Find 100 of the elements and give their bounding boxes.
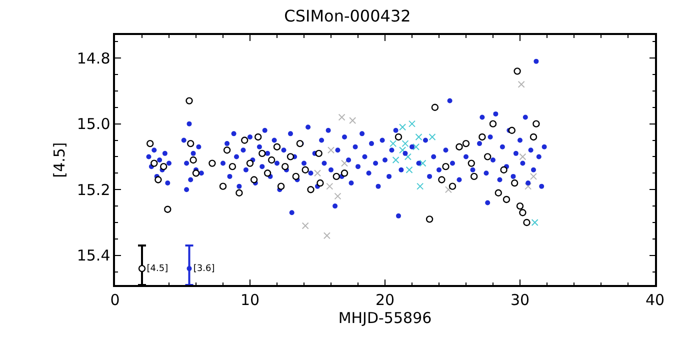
point — [394, 133, 402, 141]
point — [426, 216, 434, 223]
point — [408, 120, 416, 128]
point — [511, 179, 518, 187]
point — [415, 133, 422, 140]
chart-title: CSIMon-000432 — [284, 6, 411, 26]
point — [223, 146, 231, 154]
point — [478, 133, 486, 141]
point — [186, 266, 192, 272]
point — [416, 182, 424, 190]
point — [250, 176, 258, 184]
point — [292, 172, 300, 180]
point — [524, 182, 532, 190]
y-tick-label: 15.4 — [76, 246, 110, 265]
point — [160, 162, 168, 170]
point — [228, 162, 236, 170]
point — [334, 192, 342, 200]
point — [456, 143, 463, 150]
point — [208, 160, 216, 167]
point — [316, 179, 324, 187]
point — [286, 153, 294, 160]
point — [514, 68, 521, 75]
point — [307, 186, 314, 194]
point — [518, 80, 525, 88]
point — [532, 120, 540, 128]
point — [530, 133, 538, 141]
point — [519, 153, 526, 160]
y-tick-label: 14.8 — [76, 49, 110, 68]
point — [402, 140, 409, 148]
point — [484, 153, 492, 160]
point — [302, 166, 309, 174]
point — [236, 189, 243, 196]
point — [444, 186, 452, 194]
series-label: [4.5] — [146, 264, 168, 274]
point — [516, 202, 524, 210]
point — [219, 182, 227, 190]
point — [530, 172, 537, 180]
point — [494, 189, 502, 196]
point — [438, 176, 446, 184]
point — [273, 143, 281, 150]
point — [186, 97, 193, 104]
point — [282, 162, 289, 170]
point — [419, 160, 426, 167]
point — [254, 133, 262, 141]
point — [315, 150, 322, 158]
point — [390, 140, 397, 148]
point — [404, 153, 412, 160]
point — [190, 156, 197, 164]
x-axis-title: MHJD-55896 — [338, 308, 432, 327]
point — [164, 206, 172, 213]
point — [154, 176, 162, 184]
point — [399, 146, 406, 154]
point — [442, 162, 450, 170]
point — [340, 170, 348, 177]
point — [241, 136, 248, 144]
point — [448, 182, 456, 190]
point — [138, 264, 146, 272]
point — [323, 232, 330, 240]
point — [462, 140, 470, 148]
point — [519, 209, 526, 216]
point — [332, 172, 340, 180]
x-tick-label: 40 — [645, 290, 665, 309]
point — [328, 146, 334, 154]
point — [150, 160, 158, 167]
point — [187, 140, 194, 148]
point — [246, 160, 254, 167]
y-tick-label: 15.0 — [76, 115, 110, 134]
point — [470, 172, 478, 180]
point — [264, 170, 272, 177]
point — [508, 126, 516, 134]
point — [258, 150, 266, 158]
point — [302, 222, 309, 230]
x-tick-label: 0 — [110, 290, 120, 309]
point — [338, 114, 346, 121]
point — [146, 140, 154, 148]
x-tick-label: 30 — [510, 290, 530, 309]
point — [268, 156, 276, 164]
point — [468, 160, 475, 167]
point — [502, 196, 510, 204]
y-axis-title: [4.5] — [50, 142, 69, 178]
point — [500, 166, 508, 174]
point — [489, 120, 497, 128]
point — [277, 182, 285, 190]
point — [341, 160, 348, 167]
point — [412, 143, 420, 150]
point — [428, 133, 436, 140]
series-label: [3.6] — [193, 264, 215, 274]
point — [192, 170, 200, 177]
x-tick-label: 10 — [240, 290, 260, 309]
point — [392, 156, 400, 164]
point — [523, 218, 530, 226]
x-tick-label: 20 — [375, 290, 395, 309]
point — [326, 182, 334, 190]
y-tick-label: 15.2 — [76, 180, 110, 199]
point — [349, 117, 356, 124]
point — [531, 219, 538, 226]
point — [296, 140, 304, 148]
point — [399, 124, 406, 131]
point — [431, 104, 439, 111]
point — [314, 170, 321, 177]
